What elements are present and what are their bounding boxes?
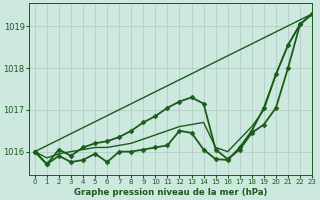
X-axis label: Graphe pression niveau de la mer (hPa): Graphe pression niveau de la mer (hPa) — [74, 188, 267, 197]
